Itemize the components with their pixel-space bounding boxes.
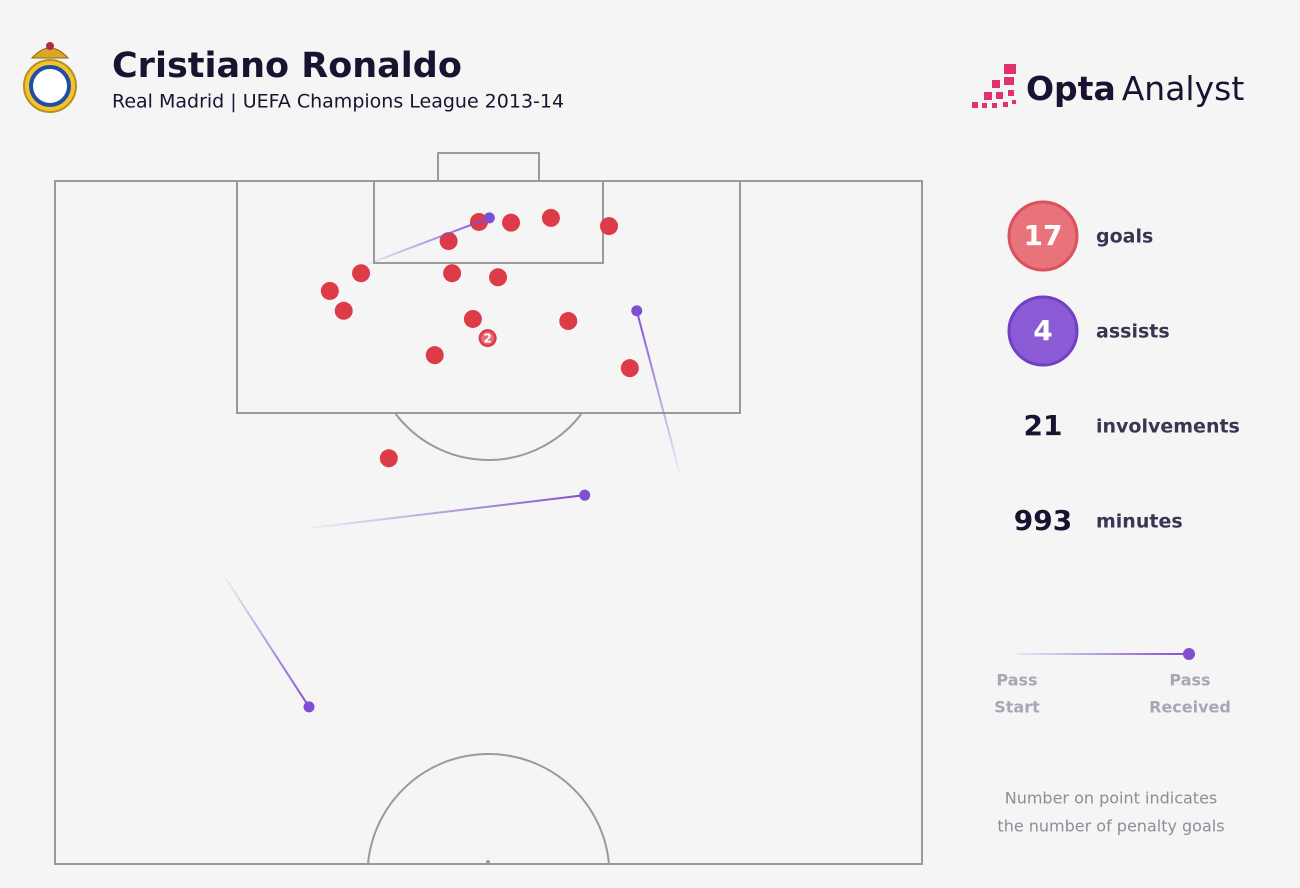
- brand-logo: [972, 64, 1016, 108]
- footnote: Number on point indicates: [1005, 789, 1218, 808]
- goal-point: [334, 301, 353, 320]
- goal-point: [489, 268, 508, 287]
- goal-point: [541, 208, 560, 227]
- goal-point: [478, 329, 497, 348]
- penalty-label: 2: [483, 332, 491, 346]
- goal-point: [425, 346, 444, 365]
- goal-point: [443, 264, 462, 283]
- goal-point: [379, 449, 398, 468]
- assist-point: [303, 701, 315, 713]
- goal-point: [320, 281, 339, 300]
- legend-label: Pass: [1169, 671, 1210, 690]
- goal-point: [439, 232, 458, 251]
- club-crest: [23, 42, 77, 113]
- goal-point: [502, 213, 521, 232]
- stat-label: involvements: [1096, 416, 1240, 438]
- brand-name: Opta Analyst: [1026, 69, 1244, 108]
- legend-label: Received: [1149, 698, 1231, 717]
- goal-point: [559, 312, 578, 331]
- legend-label: Pass: [996, 671, 1037, 690]
- brand-opta: Opta: [1026, 69, 1116, 108]
- penalty-badge: [481, 331, 495, 345]
- assist-pass: [224, 576, 310, 708]
- assist-pass: [309, 494, 585, 529]
- legend-dot: [1183, 648, 1195, 660]
- stat-value: 993: [1014, 504, 1072, 537]
- stat-circle: [1007, 295, 1079, 367]
- assist-point: [631, 305, 643, 317]
- legend-label: Start: [994, 698, 1040, 717]
- assist-point: [579, 489, 591, 501]
- stat-label: goals: [1096, 226, 1153, 248]
- subtitle: Real Madrid | UEFA Champions League 2013…: [112, 91, 564, 113]
- assist-pass: [365, 216, 490, 266]
- stat-label: assists: [1096, 321, 1170, 343]
- goal-point: [463, 309, 482, 328]
- pitch: [54, 152, 923, 865]
- goal-point: [600, 217, 619, 236]
- goal-point: [352, 264, 371, 283]
- stat-value: 21: [1024, 409, 1063, 442]
- stat-value: 17: [1024, 219, 1063, 252]
- brand-analyst: Analyst: [1122, 69, 1245, 108]
- stat-value: 4: [1033, 314, 1052, 347]
- stat-circle: [1007, 200, 1079, 272]
- assist-pass: [635, 310, 682, 475]
- assist-point: [483, 212, 495, 224]
- title: Cristiano Ronaldo: [112, 46, 462, 86]
- goal-point: [620, 359, 639, 378]
- legend-line: [1017, 653, 1189, 655]
- footnote: the number of penalty goals: [997, 817, 1224, 836]
- stat-label: minutes: [1096, 511, 1183, 533]
